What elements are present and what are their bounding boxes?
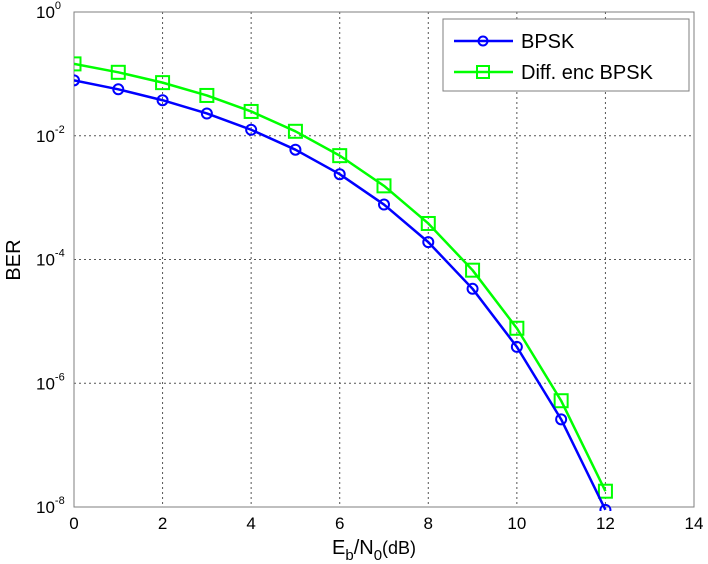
square-marker-icon — [287, 123, 303, 139]
x-axis-ticks: 0 2 4 6 8 10 12 14 — [69, 514, 703, 533]
x-tick-label: 4 — [246, 514, 255, 533]
circle-marker-icon — [156, 94, 169, 107]
y-tick-label: 10-8 — [36, 495, 65, 517]
square-marker-icon — [199, 87, 215, 103]
square-marker-icon — [509, 320, 525, 336]
circle-marker-icon — [333, 168, 346, 181]
circle-marker-icon — [289, 143, 302, 156]
circle-marker-icon — [599, 503, 612, 511]
circle-marker-icon — [422, 236, 435, 249]
x-tick-label: 0 — [69, 514, 78, 533]
square-marker-icon — [155, 75, 171, 91]
series-diff-enc-bpsk — [74, 56, 613, 499]
y-axis-label: BER — [3, 239, 25, 280]
square-marker-icon — [74, 56, 82, 72]
circle-marker-icon — [200, 107, 213, 120]
x-tick-label: 8 — [424, 514, 433, 533]
x-tick-label: 12 — [596, 514, 615, 533]
x-tick-label: 14 — [685, 514, 704, 533]
y-tick-label: 100 — [36, 0, 61, 22]
y-tick-label: 10-4 — [36, 248, 65, 270]
legend-item-bpsk: BPSK — [454, 31, 575, 53]
square-marker-icon — [243, 103, 259, 119]
svg-text:BPSK: BPSK — [521, 31, 575, 53]
legend-item-diff-enc-bpsk: Diff. enc BPSK — [454, 62, 654, 84]
square-marker-icon — [420, 215, 436, 231]
y-axis-ticks: 100 10-2 10-4 10-6 10-8 — [36, 0, 65, 517]
x-tick-label: 2 — [158, 514, 167, 533]
x-tick-label: 6 — [335, 514, 344, 533]
square-marker-icon — [332, 148, 348, 164]
square-marker-icon — [376, 178, 392, 194]
circle-marker-icon — [245, 123, 258, 136]
y-tick-label: 10-6 — [36, 371, 65, 393]
circle-marker-icon — [74, 74, 80, 87]
square-marker-icon — [110, 64, 126, 80]
circle-marker-icon — [378, 198, 390, 211]
circle-marker-icon — [477, 35, 489, 47]
y-tick-label: 10-2 — [36, 124, 65, 146]
circle-marker-icon — [112, 83, 125, 96]
legend: BPSK Diff. enc BPSK — [442, 18, 690, 92]
square-marker-icon — [465, 262, 481, 278]
series-layer — [74, 56, 613, 511]
circle-marker-icon — [555, 413, 568, 426]
circle-marker-icon — [466, 282, 479, 295]
square-marker-icon — [553, 393, 569, 409]
square-marker-icon — [476, 65, 490, 79]
svg-text:Diff. enc BPSK: Diff. enc BPSK — [521, 62, 654, 84]
x-axis-label: Eb/N0(dB) — [332, 537, 416, 564]
series-bpsk — [74, 74, 612, 511]
square-marker-icon — [597, 483, 613, 499]
x-tick-label: 10 — [507, 514, 526, 533]
circle-marker-icon — [510, 340, 523, 353]
plot-area-border — [73, 11, 695, 508]
